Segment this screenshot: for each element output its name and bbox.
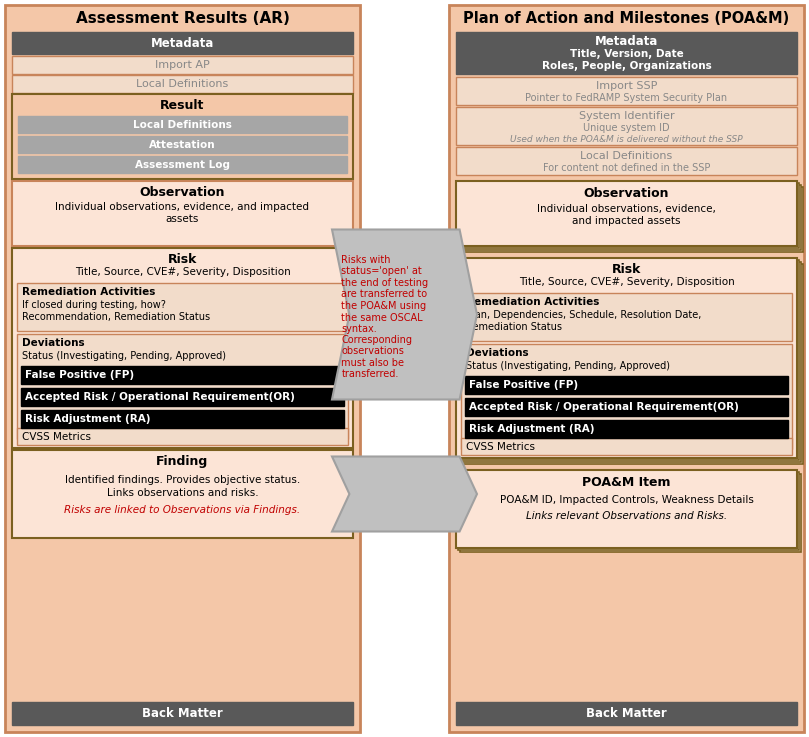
- Text: Risk: Risk: [167, 253, 197, 265]
- Polygon shape: [332, 456, 477, 531]
- FancyBboxPatch shape: [12, 248, 353, 448]
- Text: Local Definitions: Local Definitions: [580, 151, 672, 161]
- Text: Links relevant Observations and Risks.: Links relevant Observations and Risks.: [526, 511, 727, 521]
- FancyBboxPatch shape: [456, 470, 797, 548]
- FancyBboxPatch shape: [465, 420, 788, 438]
- Text: Accepted Risk / Operational Requirement(OR): Accepted Risk / Operational Requirement(…: [469, 402, 739, 412]
- FancyBboxPatch shape: [456, 181, 797, 246]
- Text: Links observations and risks.: Links observations and risks.: [107, 488, 258, 498]
- Text: Used when the POA&M is delivered without the SSP: Used when the POA&M is delivered without…: [510, 134, 743, 144]
- FancyBboxPatch shape: [465, 398, 788, 416]
- Text: System Identifier: System Identifier: [578, 111, 675, 121]
- FancyBboxPatch shape: [456, 107, 797, 145]
- FancyBboxPatch shape: [461, 293, 792, 341]
- FancyBboxPatch shape: [12, 32, 353, 54]
- Text: Unique system ID: Unique system ID: [583, 123, 670, 133]
- FancyBboxPatch shape: [12, 450, 353, 538]
- FancyBboxPatch shape: [17, 428, 348, 445]
- Text: Remediation Status: Remediation Status: [466, 322, 562, 332]
- FancyBboxPatch shape: [449, 5, 804, 732]
- Text: Title, Source, CVE#, Severity, Disposition: Title, Source, CVE#, Severity, Dispositi…: [74, 267, 290, 277]
- FancyBboxPatch shape: [456, 702, 797, 725]
- Text: Local Definitions: Local Definitions: [133, 119, 232, 130]
- FancyBboxPatch shape: [460, 185, 801, 250]
- Text: Attestation: Attestation: [149, 139, 216, 150]
- Text: Import AP: Import AP: [155, 60, 210, 70]
- FancyBboxPatch shape: [456, 147, 797, 175]
- FancyBboxPatch shape: [21, 366, 344, 384]
- Text: Assessment Log: Assessment Log: [135, 159, 230, 170]
- Text: Finding: Finding: [156, 455, 209, 467]
- Text: CVSS Metrics: CVSS Metrics: [466, 441, 535, 452]
- Text: Back Matter: Back Matter: [142, 707, 222, 720]
- FancyBboxPatch shape: [18, 116, 347, 133]
- Text: Remediation Activities: Remediation Activities: [22, 287, 155, 297]
- Text: Status (Investigating, Pending, Approved): Status (Investigating, Pending, Approved…: [22, 351, 226, 361]
- Text: Title, Version, Date: Title, Version, Date: [570, 49, 684, 59]
- FancyBboxPatch shape: [458, 183, 799, 248]
- Text: Local Definitions: Local Definitions: [137, 79, 229, 89]
- Text: Individual observations, evidence, and impacted
assets: Individual observations, evidence, and i…: [56, 202, 310, 224]
- FancyBboxPatch shape: [456, 32, 797, 74]
- Text: Remediation Activities: Remediation Activities: [466, 297, 599, 307]
- FancyBboxPatch shape: [12, 56, 353, 74]
- FancyBboxPatch shape: [5, 5, 360, 732]
- FancyBboxPatch shape: [460, 474, 801, 552]
- Text: Observation: Observation: [140, 186, 225, 198]
- Text: Result: Result: [160, 99, 205, 111]
- Text: Roles, People, Organizations: Roles, People, Organizations: [541, 61, 711, 71]
- FancyBboxPatch shape: [456, 258, 797, 458]
- Text: Risk Adjustment (RA): Risk Adjustment (RA): [25, 414, 150, 424]
- FancyBboxPatch shape: [460, 262, 801, 462]
- Text: Individual observations, evidence,
and impacted assets: Individual observations, evidence, and i…: [537, 204, 716, 226]
- Text: Assessment Results (AR): Assessment Results (AR): [75, 10, 290, 26]
- Text: Risk: Risk: [612, 262, 642, 276]
- FancyBboxPatch shape: [458, 472, 799, 550]
- FancyBboxPatch shape: [21, 388, 344, 406]
- Text: False Positive (FP): False Positive (FP): [469, 380, 578, 390]
- FancyBboxPatch shape: [12, 75, 353, 93]
- FancyBboxPatch shape: [458, 260, 799, 460]
- FancyBboxPatch shape: [465, 376, 788, 394]
- FancyBboxPatch shape: [12, 94, 353, 179]
- FancyBboxPatch shape: [456, 77, 797, 105]
- FancyBboxPatch shape: [21, 410, 344, 428]
- FancyBboxPatch shape: [461, 344, 792, 449]
- Text: Import SSP: Import SSP: [595, 81, 657, 91]
- Text: False Positive (FP): False Positive (FP): [25, 370, 134, 380]
- FancyBboxPatch shape: [18, 156, 347, 173]
- Text: Corresponding
observations
must also be
transferred.: Corresponding observations must also be …: [341, 335, 413, 380]
- Text: CVSS Metrics: CVSS Metrics: [22, 431, 91, 441]
- Text: POA&M Item: POA&M Item: [582, 475, 671, 489]
- Text: Risks with
status='open' at
the end of testing
are transferred to
the POA&M usin: Risks with status='open' at the end of t…: [341, 254, 429, 334]
- Polygon shape: [332, 229, 477, 399]
- Text: Deviations: Deviations: [22, 338, 85, 348]
- Text: If closed during testing, how?: If closed during testing, how?: [22, 300, 166, 310]
- FancyBboxPatch shape: [18, 136, 347, 153]
- Text: Plan, Dependencies, Schedule, Resolution Date,: Plan, Dependencies, Schedule, Resolution…: [466, 310, 701, 320]
- Text: Observation: Observation: [584, 186, 669, 200]
- FancyBboxPatch shape: [462, 264, 803, 464]
- Text: Pointer to FedRAMP System Security Plan: Pointer to FedRAMP System Security Plan: [525, 93, 727, 103]
- Text: POA&M ID, Impacted Controls, Weakness Details: POA&M ID, Impacted Controls, Weakness De…: [500, 495, 753, 505]
- Text: Risk Adjustment (RA): Risk Adjustment (RA): [469, 424, 595, 434]
- FancyBboxPatch shape: [12, 702, 353, 725]
- Text: For content not defined in the SSP: For content not defined in the SSP: [543, 163, 710, 173]
- Text: Status (Investigating, Pending, Approved): Status (Investigating, Pending, Approved…: [466, 361, 670, 371]
- Text: Back Matter: Back Matter: [587, 707, 667, 720]
- FancyBboxPatch shape: [462, 187, 803, 252]
- FancyBboxPatch shape: [17, 334, 348, 439]
- Text: Risks are linked to Observations via Findings.: Risks are linked to Observations via Fin…: [65, 505, 301, 515]
- Text: Metadata: Metadata: [595, 35, 659, 47]
- Text: Plan of Action and Milestones (POA&M): Plan of Action and Milestones (POA&M): [464, 10, 790, 26]
- FancyBboxPatch shape: [17, 283, 348, 331]
- Text: Metadata: Metadata: [150, 37, 214, 49]
- FancyBboxPatch shape: [461, 438, 792, 455]
- Text: Title, Source, CVE#, Severity, Disposition: Title, Source, CVE#, Severity, Dispositi…: [519, 277, 735, 287]
- FancyBboxPatch shape: [12, 181, 353, 246]
- Text: Deviations: Deviations: [466, 348, 528, 358]
- Text: Identified findings. Provides objective status.: Identified findings. Provides objective …: [65, 475, 300, 485]
- Text: Accepted Risk / Operational Requirement(OR): Accepted Risk / Operational Requirement(…: [25, 392, 294, 402]
- Text: Recommendation, Remediation Status: Recommendation, Remediation Status: [22, 312, 210, 322]
